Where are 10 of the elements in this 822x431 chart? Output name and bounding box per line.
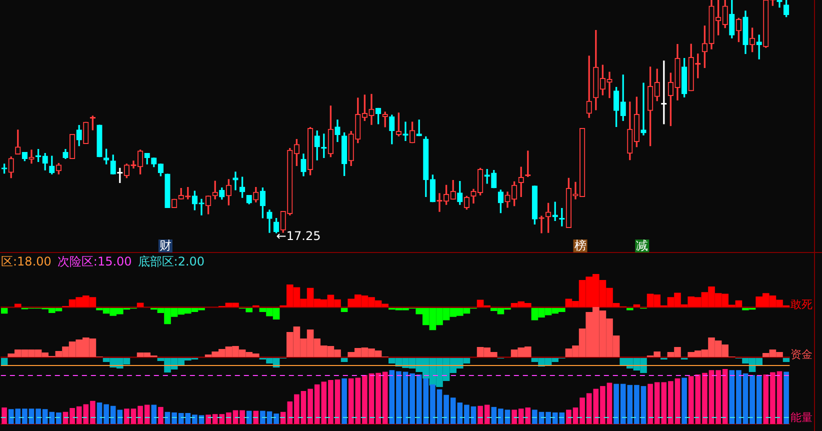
text: 减: [636, 238, 648, 253]
annotation: ←17.25: [276, 229, 321, 244]
series-label: 能量: [790, 410, 813, 424]
series-label: 资金: [790, 348, 813, 361]
text: 榜: [574, 238, 586, 253]
text: 次险区:15.00: [57, 254, 132, 269]
text: 区:18.00: [1, 254, 52, 269]
series-label: 敢死: [790, 298, 813, 311]
text: 底部区:2.00: [138, 254, 205, 269]
text: 财: [159, 238, 172, 253]
